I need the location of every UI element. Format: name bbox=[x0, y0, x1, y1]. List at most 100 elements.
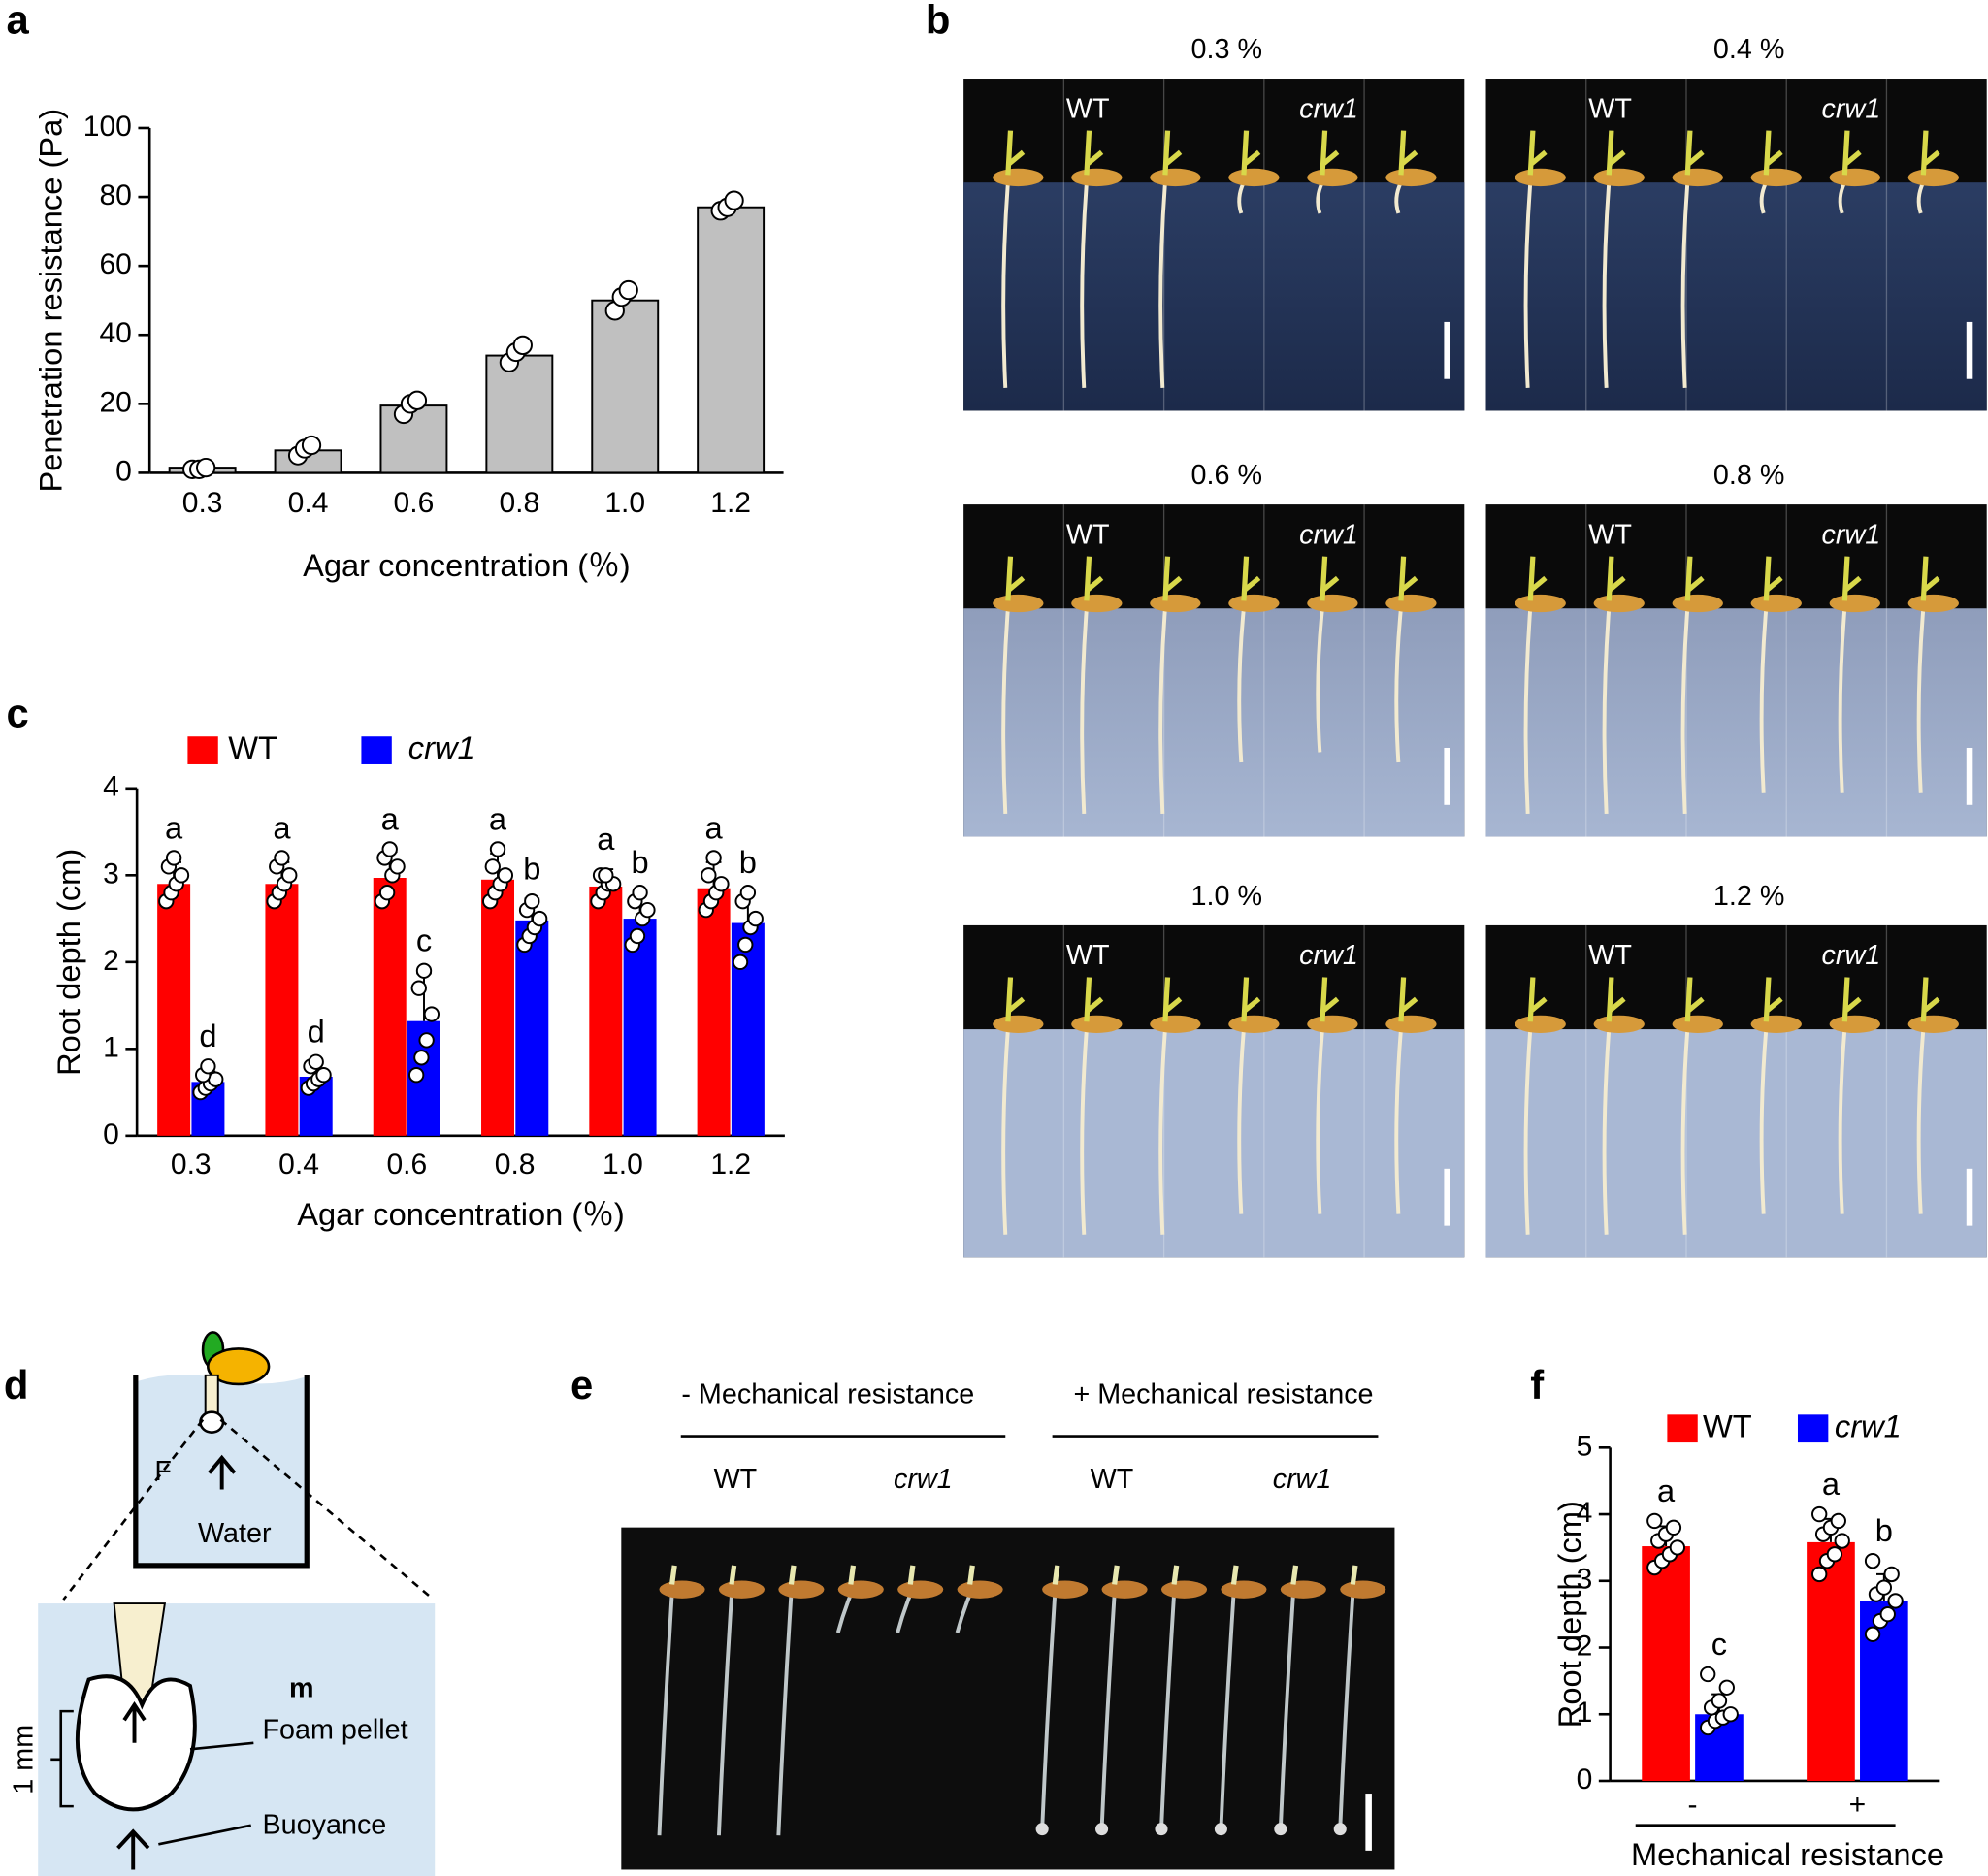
root bbox=[1099, 1594, 1117, 1829]
seed bbox=[1385, 594, 1437, 613]
shoot bbox=[1320, 130, 1340, 176]
shoot bbox=[1084, 977, 1104, 1022]
data-point bbox=[165, 850, 182, 866]
bar bbox=[481, 879, 515, 1136]
significance-letter: b bbox=[739, 844, 757, 880]
seed bbox=[1907, 1015, 1959, 1034]
root bbox=[1219, 1594, 1236, 1829]
seed bbox=[1150, 594, 1201, 613]
shoot bbox=[1398, 556, 1418, 601]
root bbox=[1278, 1594, 1295, 1829]
bar bbox=[591, 299, 660, 474]
foam-pellet bbox=[1333, 1823, 1347, 1836]
shoot bbox=[1763, 130, 1783, 176]
photo: WT crw1 bbox=[963, 924, 1465, 1258]
data-point bbox=[407, 390, 428, 410]
shoot bbox=[1005, 556, 1026, 601]
bar bbox=[623, 919, 657, 1136]
data-point bbox=[1722, 1706, 1739, 1723]
panel-label: f bbox=[1530, 1362, 1544, 1407]
seed bbox=[1307, 1015, 1358, 1034]
data-point bbox=[423, 1006, 440, 1022]
scale-bar bbox=[1444, 747, 1450, 805]
seed bbox=[1593, 594, 1645, 613]
diagram: F Water 1 mm m Foam pellet Buoyance bbox=[9, 1331, 436, 1876]
photo-title: 0.4 % bbox=[1713, 34, 1784, 65]
data-point bbox=[413, 1050, 430, 1066]
genotype-label: crw1 bbox=[1299, 93, 1358, 124]
y-axis-label: Root depth (cm) bbox=[50, 849, 86, 1076]
bar bbox=[157, 884, 191, 1136]
data-point bbox=[713, 876, 730, 892]
legend-swatch bbox=[361, 736, 392, 764]
root bbox=[1680, 608, 1690, 815]
genotype-label: WT bbox=[1066, 93, 1110, 124]
shoot bbox=[1290, 1565, 1299, 1585]
foam-pellet bbox=[1274, 1823, 1287, 1836]
x-tick-label: + bbox=[1849, 1789, 1867, 1821]
shoot bbox=[1684, 977, 1705, 1022]
legend-label: crw1 bbox=[408, 729, 475, 765]
data-point bbox=[1811, 1566, 1828, 1583]
panel-label: e bbox=[570, 1362, 593, 1407]
foam-pellet bbox=[1095, 1823, 1109, 1836]
seed bbox=[1593, 168, 1645, 187]
data-point bbox=[315, 1067, 332, 1084]
data-point bbox=[1883, 1566, 1900, 1583]
significance-letter: b bbox=[1875, 1512, 1893, 1548]
y-tick-label: 3 bbox=[1577, 1564, 1593, 1596]
scale-bar bbox=[1966, 321, 1973, 379]
x-tick-label: 0.4 bbox=[288, 487, 329, 519]
data-point bbox=[1646, 1512, 1663, 1530]
seed bbox=[1228, 1015, 1280, 1034]
data-point bbox=[1834, 1533, 1850, 1549]
y-tick-label: 2 bbox=[103, 945, 119, 977]
seed bbox=[1340, 1580, 1386, 1599]
bar bbox=[697, 206, 766, 474]
seed bbox=[1042, 1580, 1089, 1599]
root bbox=[896, 1594, 913, 1633]
genotype-label: crw1 bbox=[1822, 940, 1881, 971]
scale-bar bbox=[1365, 1794, 1372, 1851]
significance-letter: a bbox=[1657, 1472, 1676, 1508]
x-tick-label: 0.6 bbox=[394, 487, 435, 519]
data-point bbox=[524, 893, 540, 910]
y-tick-label: 1 bbox=[1577, 1697, 1593, 1729]
shoot bbox=[729, 1565, 737, 1585]
root bbox=[1602, 608, 1612, 815]
y-tick-label: 3 bbox=[103, 857, 119, 889]
pellet bbox=[75, 1674, 197, 1812]
significance-letter: a bbox=[1822, 1466, 1841, 1502]
data-point bbox=[701, 867, 717, 884]
x-tick-label: 1.0 bbox=[603, 1148, 643, 1181]
pellet bbox=[199, 1410, 225, 1434]
root bbox=[1680, 182, 1690, 388]
root bbox=[1394, 1028, 1403, 1214]
root bbox=[1001, 182, 1010, 388]
shoot bbox=[788, 1565, 797, 1585]
root bbox=[1080, 608, 1089, 815]
x-axis-label: Mechanical resistance bbox=[1631, 1836, 1944, 1872]
genotype-label: WT bbox=[1066, 519, 1110, 550]
group-label: + Mechanical resistance bbox=[1073, 1378, 1373, 1409]
data-point bbox=[1718, 1679, 1735, 1696]
photo-title: 1.2 % bbox=[1713, 881, 1784, 912]
root bbox=[1080, 182, 1089, 388]
arrow bbox=[122, 1701, 147, 1743]
data-point bbox=[1879, 1605, 1896, 1623]
seed bbox=[1907, 168, 1959, 187]
data-point bbox=[196, 457, 216, 478]
shoot bbox=[1920, 130, 1940, 176]
gel bbox=[963, 182, 1465, 411]
seed bbox=[1160, 1580, 1208, 1599]
shoot bbox=[1684, 556, 1705, 601]
significance-letter: b bbox=[632, 844, 649, 880]
seed bbox=[1307, 594, 1358, 613]
gel bbox=[1485, 1029, 1987, 1258]
zoom-line bbox=[62, 1418, 435, 1601]
seed bbox=[1228, 594, 1280, 613]
data-point bbox=[489, 841, 506, 857]
significance-letter: a bbox=[381, 800, 400, 836]
root bbox=[776, 1594, 794, 1836]
bar bbox=[485, 354, 554, 474]
